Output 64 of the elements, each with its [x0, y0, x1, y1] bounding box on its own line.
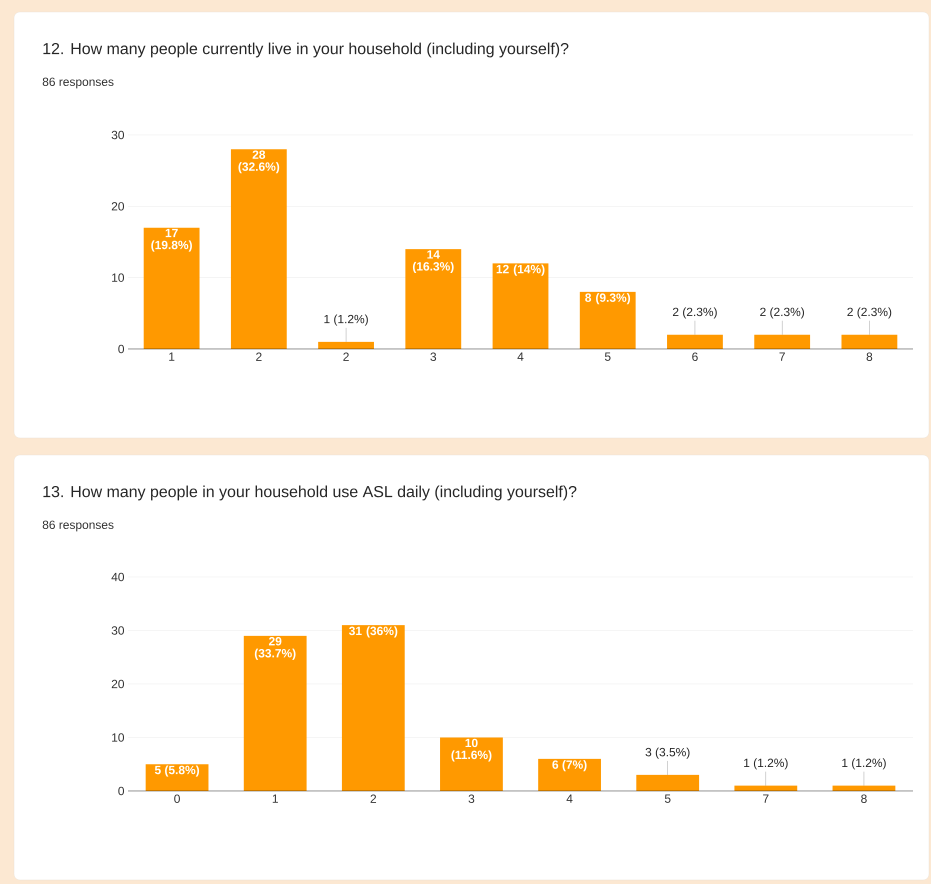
data-label: 1 (1.2%) [324, 314, 368, 326]
x-tick-label: 5 [604, 352, 611, 361]
data-label: 31 (36%) [349, 626, 398, 638]
x-tick-label: 1 [169, 352, 174, 361]
x-tick-label: 4 [566, 794, 573, 803]
bar [538, 758, 601, 791]
y-tick-label: 40 [111, 572, 124, 582]
bar [342, 625, 405, 791]
data-label: 2 (2.3%) [760, 307, 804, 319]
bar [734, 786, 798, 791]
x-tick-label: 7 [763, 794, 769, 803]
x-tick-label: 1 [272, 794, 278, 803]
y-tick-label: 0 [118, 344, 124, 354]
data-label: 3 (3.5%) [646, 748, 690, 759]
y-tick-label: 10 [112, 273, 124, 282]
bar [144, 228, 200, 349]
bar [440, 737, 503, 791]
data-label: 17 (19.8%) [151, 228, 192, 252]
y-tick-label: 0 [118, 786, 124, 796]
data-label: 1 (1.2%) [842, 758, 886, 770]
bar [405, 249, 462, 349]
x-tick-label: 0 [174, 794, 180, 803]
x-tick-label: 8 [861, 794, 867, 803]
x-tick-label: 2 [370, 794, 376, 803]
data-label: 5 (5.8%) [154, 765, 200, 777]
y-tick-label: 10 [112, 733, 124, 742]
x-tick-label: 2 [256, 352, 262, 361]
data-label: 2 (2.3%) [847, 307, 892, 319]
bar [146, 764, 208, 791]
x-tick-label: 2 [343, 352, 349, 361]
data-label: 1 (1.2%) [744, 758, 788, 770]
bar [492, 263, 548, 349]
data-label: 12 (14%) [496, 264, 544, 276]
x-tick-label: 5 [664, 794, 671, 803]
data-label: 29 (33.7%) [254, 637, 296, 660]
y-tick-label: 20 [112, 202, 124, 211]
bar [244, 636, 307, 791]
x-tick-label: 6 [692, 352, 698, 361]
bar [636, 774, 700, 791]
data-label: 28 (32.6%) [238, 150, 280, 174]
x-tick-label: 8 [866, 352, 872, 361]
bar [230, 149, 287, 349]
bar [580, 292, 636, 349]
bar [832, 786, 896, 791]
y-tick-label: 20 [112, 680, 124, 688]
chart-subtitle: 86 responses [42, 520, 114, 532]
chart-title: 13. How many people in your household use ASL daily (including yourself)? [43, 486, 576, 500]
bar [841, 334, 898, 349]
data-label: 10 (11.6%) [451, 738, 492, 762]
bar [667, 334, 723, 349]
data-label: 6 (7%) [552, 760, 587, 772]
data-label: 8 (9.3%) [585, 293, 630, 304]
x-tick-label: 3 [430, 352, 436, 361]
x-tick-label: 4 [517, 352, 524, 361]
data-label: 14 (16.3%) [412, 250, 454, 273]
bar [754, 334, 810, 349]
y-tick-label: 30 [112, 130, 124, 140]
x-tick-label: 7 [779, 352, 785, 361]
y-tick-label: 30 [112, 626, 124, 635]
chart-subtitle: 86 responses [42, 78, 114, 88]
x-tick-label: 3 [468, 794, 474, 803]
chart-title: 12. How many people currently live in your household (including yourself)? [43, 42, 568, 58]
data-label: 2 (2.3%) [672, 307, 717, 319]
bar [318, 342, 374, 349]
